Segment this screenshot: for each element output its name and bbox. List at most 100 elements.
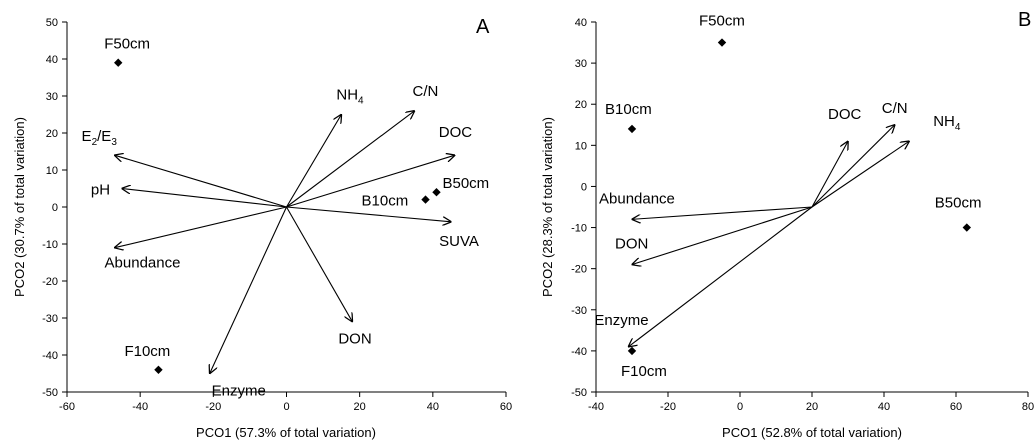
panel-a-letter: A [476, 16, 490, 38]
panel-a-vectors [115, 111, 455, 374]
panel-a-x-tick-labels: -60 -40 -20 0 20 40 60 [59, 401, 512, 413]
panel-b-x-tick-label: -20 [660, 401, 676, 413]
panel-a-chart: -60 -40 -20 0 20 40 60 -50 -40 -30 -20 -10 0 10 20 30 4… [12, 16, 512, 440]
panel-a-y-tick-label: 30 [46, 91, 58, 103]
panel-a-point-f50cm [114, 58, 123, 67]
panel-a-y-axis-title: PCO2 (30.7% of total variation) [12, 117, 27, 297]
panel-a-x-tick-label: 40 [427, 401, 439, 413]
panel-b-x-tick-label: 80 [1022, 401, 1034, 413]
panel-a-vector-ph [122, 189, 287, 208]
panel-a-vector-label-ph: pH [91, 182, 110, 199]
panel-b-y-tick-label: 40 [575, 17, 587, 29]
panel-a-point-f10cm [154, 365, 163, 374]
panel-b-point-label-b10cm: B10cm [605, 101, 652, 118]
panel-a-vector-enzyme [210, 206, 287, 374]
panel-a-point-label-b50cm: B50cm [442, 175, 489, 192]
panel-b-y-axis-title: PCO2 (28.3% of total variation) [540, 117, 555, 297]
panel-a-vector-label-don: DON [338, 331, 371, 348]
panel-b-x-tick-label: 20 [806, 401, 818, 413]
panel-a-vector-e2 [115, 155, 287, 208]
panel-b-x-axis-title: PCO1 (52.8% of total variation) [722, 425, 902, 440]
panel-a-x-tick-label: 20 [354, 401, 366, 413]
panel-a-x-tick-label: 60 [500, 401, 512, 413]
panel-b-labels: DOC C/N NH4 Abundance DON Enzyme F50cm B10cm B50… [594, 13, 981, 380]
panel-a-x-tick-label: -40 [132, 401, 148, 413]
panel-a-vector-c-n [286, 111, 415, 208]
panel-a-y-tick-label: 40 [46, 54, 58, 66]
panel-a-vector-nh4 [286, 115, 342, 208]
panel-b-chart: -40 -20 0 20 40 60 80 -50-40-30-20-10010203040… [540, 9, 1034, 440]
panel-b-vector-label-nh4: NH4 [933, 113, 961, 133]
panel-b-y-tick-label: -40 [571, 346, 587, 358]
panel-a-vector-label-suva: SUVA [439, 233, 479, 250]
panel-b-vector-c-n [811, 125, 895, 208]
panel-a-y-tick-label: 0 [52, 202, 58, 214]
panel-a-y-tick-label: 50 [46, 17, 58, 29]
panel-a-point-label-b10cm: B10cm [362, 193, 409, 210]
panel-a-vector-abundance [115, 206, 287, 248]
panel-b-vector-label-abundance: Abundance [599, 190, 675, 207]
panel-b-point-f50cm [717, 38, 727, 47]
panel-b-vector-label-doc: DOC [828, 106, 862, 123]
panel-b-vector-abundance [632, 206, 813, 219]
panel-a-vector-suva [286, 206, 452, 222]
panel-a-y-tick-label: 10 [46, 165, 58, 177]
panel-a-tick-marks [62, 21, 507, 397]
panel-b-point-b10cm [627, 124, 637, 134]
panel-a-y-tick-label: -10 [42, 239, 58, 251]
panel-b-y-tick-label: -20 [571, 264, 587, 276]
panel-b-point-label-f10cm: F10cm [621, 363, 667, 380]
panel-b-x-tick-label: 40 [878, 401, 890, 413]
panel-b-y-tick-label: 0 [581, 181, 587, 193]
panel-a-vector-label-c-n: C/N [413, 83, 439, 100]
panel-b-y-tick-label: -30 [571, 305, 587, 317]
panel-b-point-f10cm [627, 346, 637, 356]
panel-b-vector-nh4 [811, 141, 909, 208]
panel-b-y-tick-label: 20 [575, 99, 587, 111]
panel-a-point-label-f50cm: F50cm [104, 36, 150, 53]
panel-a-x-axis-title: PCO1 (57.3% of total variation) [196, 425, 376, 440]
panel-a-vector-label-nh4: NH4 [336, 87, 364, 107]
panel-a-vector-label-abundance: Abundance [105, 255, 181, 272]
panel-b-x-tick-label: 60 [950, 401, 962, 413]
panel-a-vector-doc [286, 155, 455, 208]
panel-b-letter: B [1018, 9, 1031, 31]
panel-b-vector-label-c-n: C/N [882, 100, 908, 117]
panel-b-vector-label-enzyme: Enzyme [594, 312, 648, 329]
panel-b-y-tick-labels: -50 -40 -30 -20 -10 0 10 20 30 40 [571, 17, 587, 399]
panel-b-x-tick-labels: -40 -20 0 20 40 60 80 [588, 401, 1034, 413]
panel-a-vector-label-e2: E2/E3 [82, 128, 118, 148]
panel-b-vector-doc [811, 141, 848, 208]
panel-a-y-tick-label: -40 [42, 350, 58, 362]
panel-b-point-label-f50cm: F50cm [699, 13, 745, 30]
panel-a-x-tick-label: -60 [59, 401, 75, 413]
panel-a-y-tick-label: -20 [42, 276, 58, 288]
panel-a-x-tick-label: -20 [205, 401, 221, 413]
panel-a-point-b10cm [421, 195, 430, 204]
panel-b-point-label-b50cm: B50cm [935, 195, 982, 212]
panel-b-vector-label-don: DON [615, 236, 648, 253]
panel-a-y-tick-labels: -50 -40 -30 -20 -10 0 10 20 30 40 50 [42, 17, 58, 399]
panel-b-y-tick-label: 30 [575, 58, 587, 70]
panel-a-x-tick-label: 0 [283, 401, 289, 413]
panel-b-x-tick-label: 0 [737, 401, 743, 413]
panel-b-points [627, 38, 971, 356]
panel-a-vector-don [286, 206, 353, 322]
panel-b-tick-marks [591, 21, 1029, 397]
panel-a-y-tick-label: 20 [46, 128, 58, 140]
panel-a-labels: NH4 C/N DOC SUVA DON Enzyme E2/E3 pH Abundance F5… [82, 36, 490, 400]
panel-a-point-label-f10cm: F10cm [124, 343, 170, 360]
panel-a-point-b50cm [432, 188, 441, 197]
panel-b-vector-don [632, 206, 813, 265]
panel-b-y-tick-label: -50 [571, 387, 587, 399]
panel-b-vectors [628, 125, 909, 347]
panel-b-y-tick-label: -10 [571, 223, 587, 235]
panel-a-points [114, 58, 441, 374]
panel-a-vector-label-doc: DOC [439, 124, 473, 141]
panel-a-y-tick-label: -30 [42, 313, 58, 325]
panel-b-x-tick-label: -40 [588, 401, 604, 413]
panel-a-y-tick-label: -50 [42, 387, 58, 399]
panel-b-point-b50cm [962, 223, 971, 232]
panel-b-vector-enzyme [628, 206, 813, 347]
